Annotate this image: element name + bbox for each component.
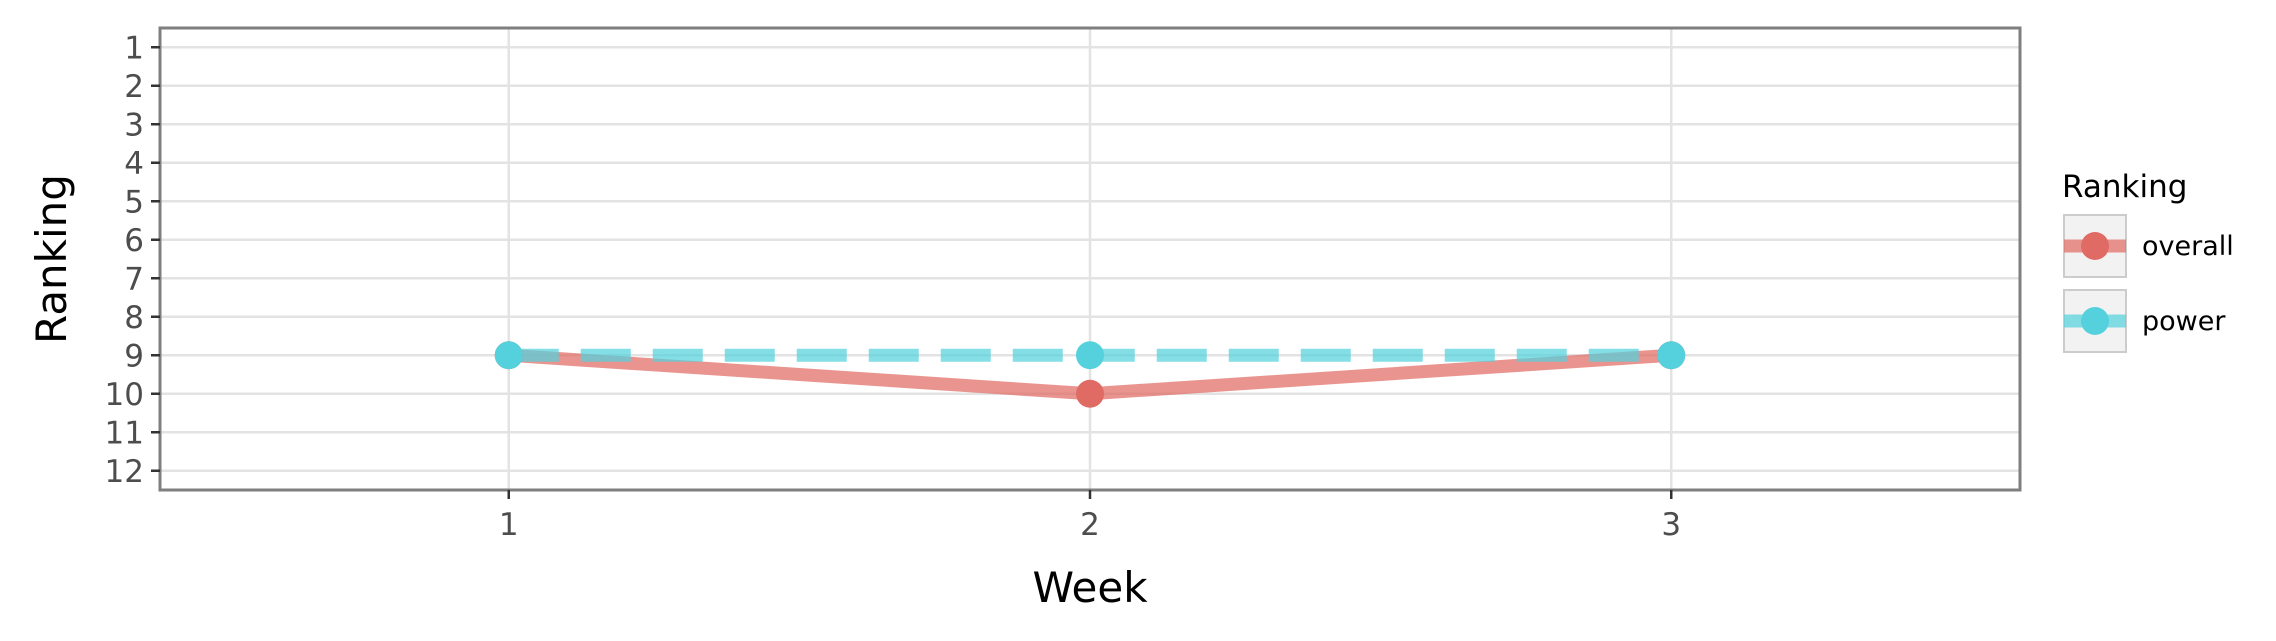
legend: Ranking overall power [2062, 169, 2234, 353]
y-tick-label: 4 [124, 146, 144, 182]
data-point-power [1076, 341, 1104, 370]
x-tick-label: 1 [499, 507, 519, 543]
y-tick-label: 8 [124, 300, 144, 336]
y-tick-label: 1 [124, 30, 144, 66]
y-tick-label: 9 [124, 338, 144, 374]
grid [160, 28, 2020, 490]
x-axis-title: Week [1032, 563, 1148, 612]
data-point-overall [1076, 379, 1104, 408]
y-tick-label: 10 [105, 377, 144, 413]
x-tick-label: 3 [1661, 507, 1681, 543]
legend-label-overall: overall [2142, 231, 2234, 262]
series-layer [494, 341, 1686, 408]
legend-key-point-power [2081, 307, 2109, 335]
y-tick-label: 3 [124, 107, 144, 143]
legend-title: Ranking [2062, 169, 2187, 205]
y-tick-label: 5 [124, 184, 144, 220]
x-tick-label: 2 [1080, 507, 1100, 543]
y-tick-label: 7 [124, 261, 144, 297]
y-tick-label: 6 [124, 223, 144, 259]
data-point-power [1657, 341, 1686, 370]
legend-label-power: power [2142, 306, 2226, 337]
legend-key-point-overall [2081, 232, 2109, 260]
y-tick-label: 2 [124, 69, 144, 105]
y-tick-label: 12 [105, 454, 144, 490]
data-point-power [494, 341, 523, 370]
y-axis-title: Ranking [27, 174, 76, 344]
y-tick-label: 11 [105, 415, 144, 451]
